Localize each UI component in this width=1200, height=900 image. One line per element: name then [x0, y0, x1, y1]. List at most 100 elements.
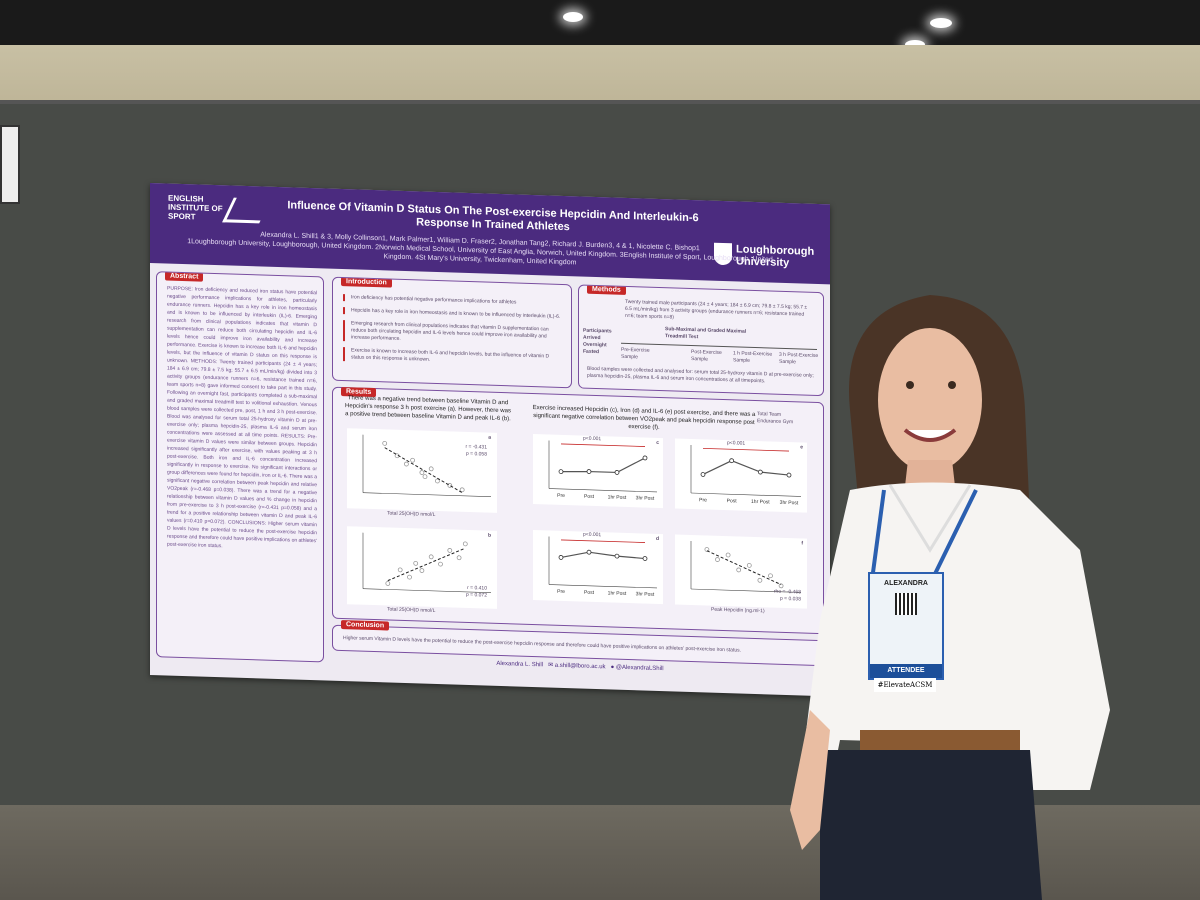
data-point	[404, 461, 409, 467]
introduction-tag: Introduction	[341, 277, 392, 288]
x-tick-label: Pre	[557, 493, 565, 499]
legend-endurance: Endurance	[757, 418, 782, 425]
legend-total: Total	[757, 411, 768, 418]
plot-b-stat: p = 0.072	[466, 591, 487, 599]
series-line	[702, 460, 790, 476]
ceiling	[0, 0, 1200, 50]
plot-d: Pre Post 1hr Post 3hr Post d p<0.001	[533, 530, 663, 605]
data-point	[428, 466, 434, 472]
intro-bullet: Iron deficiency has potential negative p…	[343, 294, 563, 308]
data-point	[419, 470, 425, 475]
plot-b-svg	[362, 532, 491, 594]
plot-a-xlabel: Total 25(OH)D nmol/L	[387, 510, 436, 518]
results-right-text: Exercise increased Hepcidin (c), Iron (d…	[532, 405, 756, 432]
results-left-text: There was a negative trend between basel…	[345, 395, 511, 423]
data-point	[459, 487, 465, 493]
x-axis	[363, 588, 491, 594]
methods-step: Post-Exercise Sample	[691, 349, 722, 363]
plot-c-label: c	[656, 439, 659, 446]
x-tick-label: 3hr Post	[636, 591, 655, 598]
trend-line	[387, 547, 466, 582]
plot-c: Pre Post 1hr Post 3hr Post c p<0.001	[533, 434, 663, 509]
data-point	[413, 560, 419, 566]
data-point	[757, 469, 763, 475]
plot-e: Pre Post 1hr Post 3hr Post e p<0.001	[675, 438, 807, 513]
significance-bar	[561, 443, 645, 447]
x-tick-label: 1hr Post	[608, 494, 627, 501]
plot-a: a r = -0.431 p = 0.058 Total 25(OH)D nmo…	[347, 428, 497, 518]
abstract-box: Abstract PURPOSE: Iron deficiency and re…	[156, 271, 324, 663]
plot-c-svg: Pre Post 1hr Post 3hr Post	[548, 440, 657, 502]
data-point	[438, 561, 443, 567]
data-point	[642, 455, 648, 461]
conclusion-text: Higher serum Vitamin D levels have the p…	[343, 635, 742, 654]
introduction-bullets: Iron deficiency has potential negative p…	[343, 294, 563, 374]
data-point	[447, 483, 453, 488]
presenter-face	[878, 328, 982, 472]
plot-a-stat: p = 0.058	[466, 450, 487, 458]
data-point	[456, 555, 462, 561]
x-axis	[363, 492, 491, 498]
methods-step: 1 h Post-Exercise Sample	[733, 350, 773, 364]
x-tick-label: Post	[584, 590, 595, 596]
plot-d-label: d	[655, 535, 659, 542]
plot-b: b r = 0.410 p = 0.072 Total 25(OH)D nmol…	[347, 526, 497, 614]
data-point	[586, 549, 592, 555]
data-point	[462, 541, 468, 547]
x-axis	[691, 492, 801, 497]
introduction-box: Introduction Iron deficiency has potenti…	[332, 276, 572, 389]
conclusion-tag: Conclusion	[341, 620, 390, 631]
presenter-arm	[790, 710, 830, 850]
plot-a-svg	[362, 434, 491, 498]
plot-f-svg	[690, 540, 801, 593]
presenter-eye	[948, 381, 956, 389]
x-axis	[549, 584, 657, 589]
ceiling-light	[930, 18, 952, 28]
data-point	[558, 555, 564, 560]
x-tick-label: 3hr Post	[780, 500, 799, 507]
eis-logo: ENGLISH INSTITUTE OF SPORT	[168, 193, 223, 222]
ceiling-light	[905, 40, 925, 49]
plot-e-pval: p<0.001	[727, 440, 746, 447]
footer-name: Alexandra L. Shill	[496, 660, 544, 669]
intro-bullet: Hepcidin has a key role in iron homeosta…	[343, 307, 563, 321]
x-axis	[691, 588, 801, 593]
x-tick-label: 1hr Post	[608, 590, 627, 597]
plot-d-pval: p<0.001	[583, 531, 602, 539]
data-point	[614, 470, 620, 475]
qr-code-icon	[895, 593, 917, 615]
plot-c-pval: p<0.001	[583, 435, 602, 443]
hashtag-ribbon: #ElevateACSM	[874, 678, 936, 692]
ceiling-light	[563, 12, 583, 22]
intro-bullet: Emerging research from clinical populati…	[343, 320, 563, 348]
data-point	[558, 469, 564, 475]
data-point	[736, 567, 742, 573]
data-point	[642, 556, 648, 561]
data-point	[614, 553, 620, 559]
significance-bar	[703, 447, 789, 452]
badge-name: ALEXANDRA	[884, 580, 928, 587]
presenter-trousers	[820, 750, 1042, 900]
presenter-lanyard	[870, 489, 978, 581]
series-line	[560, 551, 646, 560]
methods-step: Pre-Exercise Sample	[621, 346, 650, 361]
presenter-smile	[903, 428, 957, 442]
data-point	[410, 457, 415, 463]
data-point	[715, 557, 720, 562]
data-point	[778, 583, 784, 589]
research-poster: ENGLISH INSTITUTE OF SPORT Influence Of …	[150, 183, 830, 697]
presenter-eye	[906, 381, 914, 389]
results-box: Results There was a negative trend betwe…	[332, 386, 824, 635]
badge-role: ATTENDEE	[870, 664, 942, 678]
name-badge: ALEXANDRA ATTENDEE	[868, 572, 944, 680]
x-tick-label: Post	[584, 494, 595, 500]
plot-b-xlabel: Total 25(OH)D nmol/L	[387, 606, 436, 614]
plot-a-label: a	[488, 434, 491, 441]
presenter	[790, 295, 1110, 900]
methods-step: Sub-Maximal and Graded Maximal Treadmill…	[665, 326, 747, 341]
data-point	[447, 548, 453, 553]
twitter-icon: ●	[610, 664, 615, 671]
x-tick-label: 1hr Post	[751, 499, 770, 506]
data-point	[757, 577, 763, 583]
x-axis	[549, 488, 657, 493]
